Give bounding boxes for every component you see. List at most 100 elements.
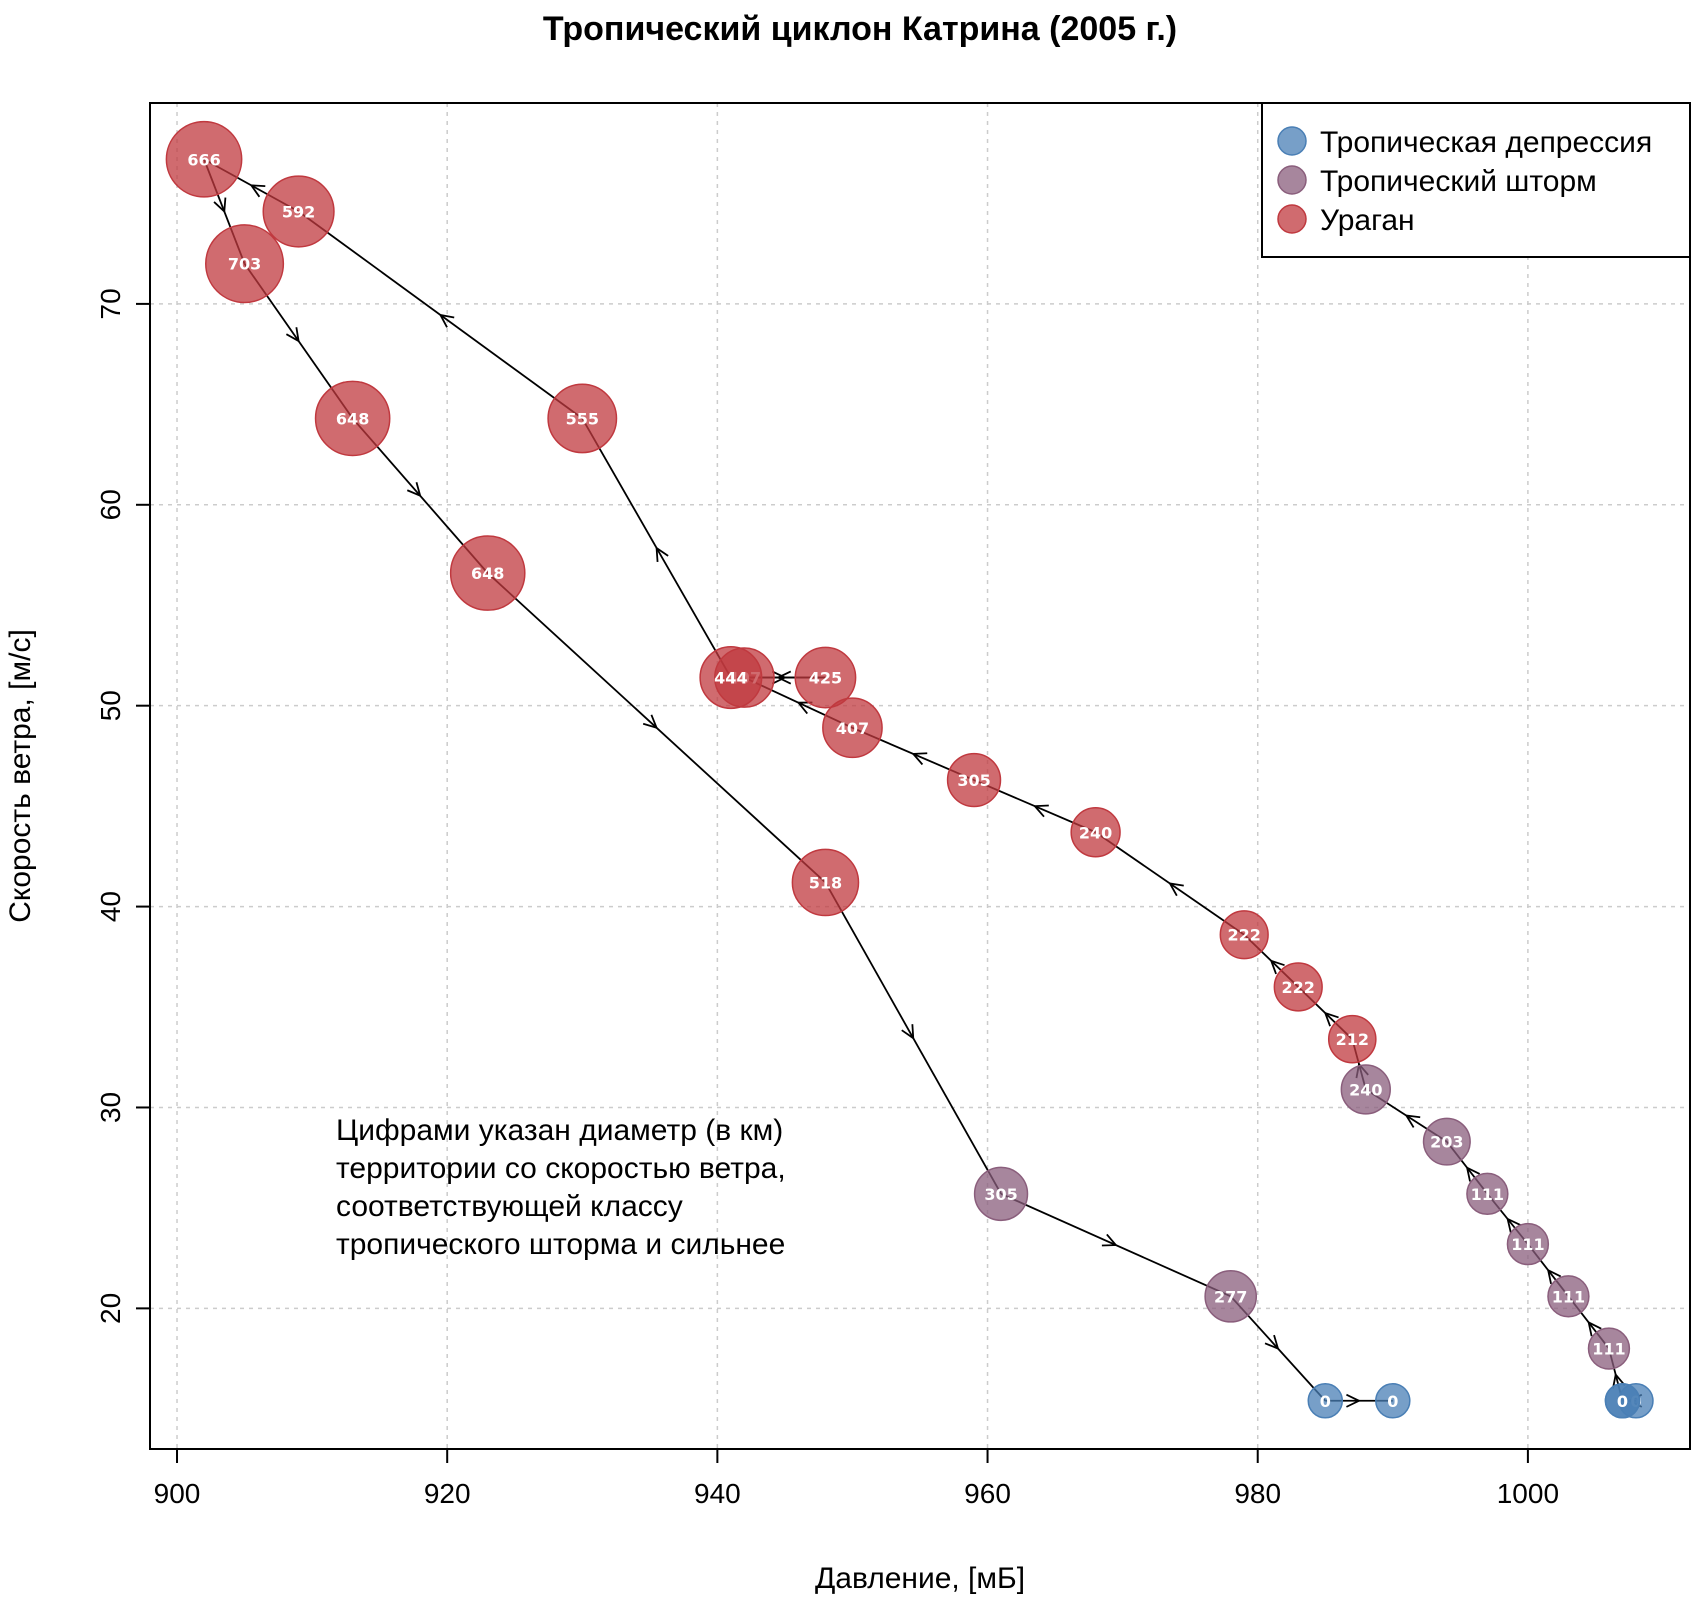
legend: Тропическая депрессия Тропический шторм Ур… bbox=[1261, 102, 1691, 258]
point-diameter-label: 222 bbox=[1282, 978, 1315, 997]
track-arrow bbox=[776, 670, 792, 685]
point-diameter-label: 703 bbox=[228, 255, 261, 274]
track-point bbox=[1506, 1222, 1550, 1266]
track-point bbox=[449, 535, 526, 611]
y-tick-label: 50 bbox=[95, 690, 126, 721]
legend-label: Тропическая депрессия bbox=[1320, 126, 1652, 159]
track-arrow bbox=[1612, 1372, 1626, 1389]
track-point bbox=[1327, 1014, 1377, 1064]
y-tick-label: 40 bbox=[95, 891, 126, 922]
point-diameter-label: 203 bbox=[1430, 1133, 1463, 1152]
point-diameter-label: 0 bbox=[1320, 1392, 1331, 1411]
legend-label: Ураган bbox=[1320, 204, 1415, 237]
track-point bbox=[1204, 1269, 1258, 1323]
track-arrow bbox=[1506, 1217, 1521, 1233]
track-point bbox=[946, 752, 1002, 808]
track-arrow bbox=[1264, 1334, 1280, 1351]
y-tick-label: 70 bbox=[95, 288, 126, 319]
track-point bbox=[1340, 1064, 1391, 1115]
point-diameter-label: 666 bbox=[187, 150, 220, 169]
track-point bbox=[1547, 1275, 1590, 1318]
point-diameter-label: 222 bbox=[1228, 926, 1261, 945]
track-arrow bbox=[1269, 959, 1285, 975]
track-point bbox=[791, 848, 860, 917]
track-arrow bbox=[655, 546, 669, 563]
track-arrow bbox=[1101, 1233, 1118, 1247]
point-diameter-label: 0 bbox=[1617, 1392, 1628, 1411]
track-point bbox=[1604, 1383, 1641, 1419]
point-diameter-label: 305 bbox=[984, 1185, 1017, 1204]
track-point bbox=[1375, 1383, 1411, 1419]
legend-marker bbox=[1277, 126, 1307, 156]
point-diameter-label: 555 bbox=[566, 409, 599, 428]
track-point bbox=[1070, 807, 1121, 858]
x-axis-title: Давление, [мБ] bbox=[815, 1562, 1025, 1595]
x-tick-label: 980 bbox=[1234, 1478, 1281, 1509]
track-point bbox=[794, 646, 857, 709]
point-diameter-label: 111 bbox=[1552, 1287, 1585, 1306]
track-arrow bbox=[1465, 1166, 1481, 1182]
track-arrow bbox=[438, 313, 455, 328]
legend-marker bbox=[1277, 165, 1307, 195]
point-diameter-label: 648 bbox=[336, 409, 369, 428]
point-diameter-label: 407 bbox=[836, 719, 869, 738]
track-point bbox=[547, 383, 618, 454]
track-arrow bbox=[1587, 1320, 1602, 1337]
track-point bbox=[165, 120, 243, 198]
annotation-line: территории со скоростью ветра, bbox=[336, 1152, 786, 1185]
point-diameter-label: 111 bbox=[1511, 1235, 1544, 1254]
track-point bbox=[1422, 1117, 1471, 1166]
annotation-line: соответствующей классу bbox=[336, 1190, 683, 1223]
point-diameter-label: 240 bbox=[1079, 823, 1112, 842]
track-arrow bbox=[1168, 882, 1184, 897]
chart-title: Тропический циклон Катрина (2005 г.) bbox=[543, 10, 1177, 48]
track-arrow bbox=[911, 752, 928, 766]
track-points: 0 0 0 111 111 111 111 203 240 212 222 222 240 305 407 4… bbox=[165, 120, 1654, 1419]
track-arrow bbox=[1546, 1268, 1562, 1285]
track-arrow bbox=[1404, 1114, 1421, 1128]
y-tick-label: 30 bbox=[95, 1092, 126, 1123]
x-tick-label: 900 bbox=[154, 1478, 201, 1509]
track-arrow bbox=[406, 482, 422, 498]
point-diameter-label: 444 bbox=[714, 669, 747, 688]
y-axis-title: Скорость ветра, [м/с] bbox=[4, 629, 37, 923]
x-tick-label: 920 bbox=[424, 1478, 471, 1509]
track-point bbox=[699, 646, 763, 710]
y-tick-label: 60 bbox=[95, 489, 126, 520]
point-diameter-label: 240 bbox=[1349, 1080, 1382, 1099]
track-point bbox=[973, 1166, 1029, 1222]
point-diameter-label: 518 bbox=[809, 873, 842, 892]
track-arrow bbox=[285, 327, 300, 343]
point-diameter-label: 0 bbox=[1387, 1392, 1398, 1411]
track-arrow bbox=[213, 197, 227, 214]
legend-marker bbox=[1277, 204, 1307, 234]
point-diameter-label: 111 bbox=[1592, 1340, 1625, 1359]
track-arrow bbox=[1323, 1011, 1339, 1027]
track-arrow bbox=[1032, 804, 1049, 818]
point-diameter-label: 212 bbox=[1336, 1030, 1369, 1049]
track-point bbox=[1466, 1172, 1509, 1216]
annotation-note: Цифрами указан диаметр (в км) территории … bbox=[336, 1114, 786, 1261]
point-diameter-label: 592 bbox=[282, 202, 315, 221]
annotation-line: Цифрами указан диаметр (в км) bbox=[336, 1114, 783, 1147]
point-diameter-label: 111 bbox=[1471, 1185, 1504, 1204]
track-point bbox=[1273, 962, 1323, 1012]
point-diameter-label: 648 bbox=[471, 564, 504, 583]
legend-label: Тропический шторм bbox=[1320, 165, 1597, 198]
track-point bbox=[314, 380, 391, 457]
track-point bbox=[205, 224, 285, 304]
point-diameter-label: 425 bbox=[809, 669, 842, 688]
x-tick-label: 960 bbox=[964, 1478, 1011, 1509]
track-arrow bbox=[901, 1024, 915, 1040]
x-tick-label: 1000 bbox=[1497, 1478, 1559, 1509]
track-point bbox=[822, 697, 883, 759]
track-point bbox=[1219, 910, 1269, 960]
annotation-line: тропического шторма и сильнее bbox=[336, 1228, 785, 1261]
track-point bbox=[1587, 1327, 1631, 1370]
point-diameter-label: 305 bbox=[957, 771, 990, 790]
track-arrow bbox=[642, 714, 659, 730]
legend-box bbox=[1261, 102, 1691, 258]
track-point bbox=[262, 175, 335, 248]
